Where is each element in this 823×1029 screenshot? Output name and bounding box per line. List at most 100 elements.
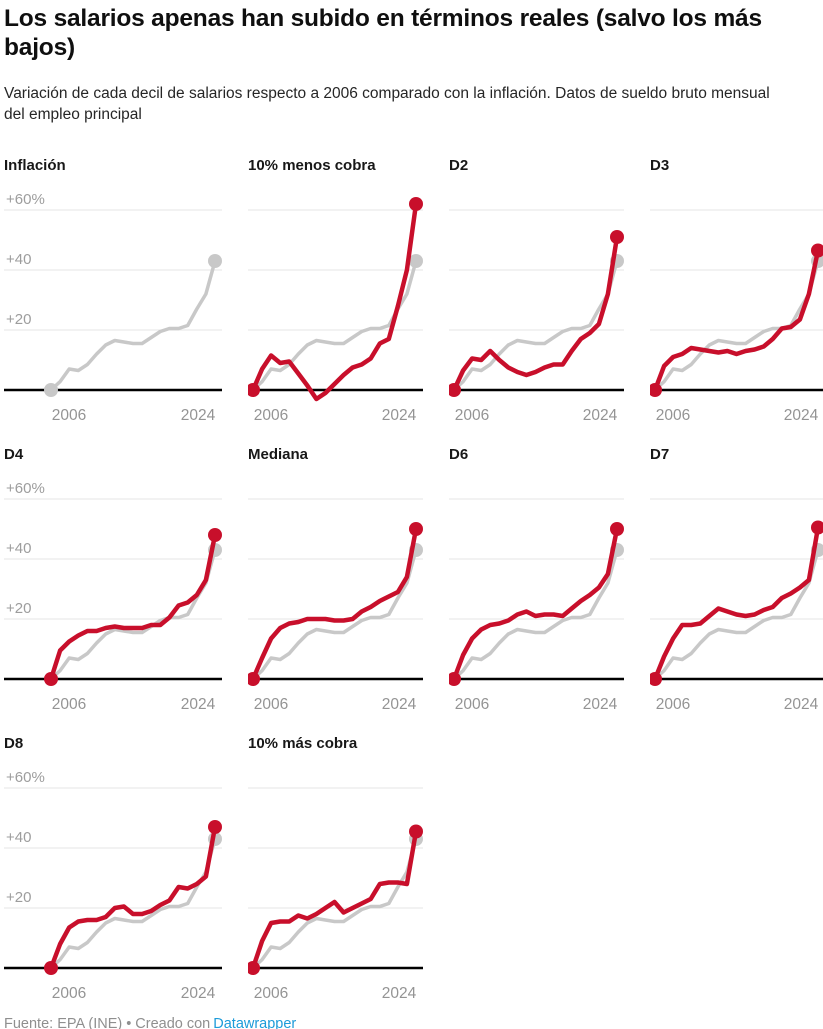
series-start-dot bbox=[650, 382, 662, 397]
x-tick-first: 2006 bbox=[454, 406, 490, 424]
chart-plot-d2 bbox=[449, 209, 624, 397]
chart-plot-10-menos-cobra bbox=[248, 196, 423, 401]
series-start-dot bbox=[248, 382, 260, 397]
chart-plot-d8: +60% +40 +20 bbox=[4, 769, 222, 975]
series-end-dot bbox=[208, 527, 222, 542]
x-axis: 2006 2024 bbox=[4, 406, 222, 426]
chart-title: Mediana bbox=[248, 445, 309, 463]
x-tick-first: 2006 bbox=[51, 984, 87, 1002]
series-line bbox=[451, 236, 620, 391]
credit-text: Creado con bbox=[135, 1015, 211, 1029]
series-line bbox=[250, 203, 419, 401]
x-tick-last: 2024 bbox=[783, 695, 819, 713]
x-tick-last: 2024 bbox=[381, 984, 417, 1002]
page-subtitle: Variación de cada decil de salarios resp… bbox=[4, 84, 770, 124]
datawrapper-link[interactable]: Datawrapper bbox=[213, 1015, 297, 1029]
series-start-dot bbox=[449, 382, 461, 397]
x-tick-first: 2006 bbox=[655, 695, 691, 713]
footer-separator: • bbox=[126, 1015, 132, 1029]
x-tick-last: 2024 bbox=[783, 406, 819, 424]
series-line bbox=[48, 534, 218, 680]
small-multiple-10-mas-cobra: 10% más cobra 2006 2024 bbox=[248, 735, 423, 1004]
y-axis-label: +20 bbox=[6, 600, 31, 617]
series-end-dot bbox=[610, 229, 624, 244]
chart-title: D6 bbox=[449, 445, 469, 463]
small-multiple-d6: D6 2006 2024 bbox=[449, 446, 624, 715]
x-tick-first: 2006 bbox=[253, 984, 289, 1002]
inflation-line bbox=[452, 260, 619, 391]
small-multiple-d3: D3 2006 2024 bbox=[650, 157, 823, 426]
series-end-dot bbox=[409, 196, 423, 211]
inflation-line bbox=[251, 260, 418, 391]
y-axis-label: +60% bbox=[6, 480, 45, 497]
series-start-dot bbox=[248, 960, 260, 975]
footer: Fuente: EPA (INE) • Creado con Datawrapper bbox=[4, 1016, 818, 1029]
inflation-line bbox=[49, 838, 217, 969]
y-axis-label: +60% bbox=[6, 769, 45, 786]
chart-plot-inflacion: +60% +40 +20 bbox=[4, 191, 222, 397]
inflation-line bbox=[251, 549, 418, 680]
series-start-dot bbox=[44, 960, 58, 975]
series-line bbox=[48, 826, 218, 969]
inflation-end-dot bbox=[208, 253, 222, 268]
x-axis: 2006 2024 bbox=[650, 695, 823, 715]
chart-title: D3 bbox=[650, 156, 670, 174]
small-multiple-mediana: Mediana 2006 2024 bbox=[248, 446, 423, 715]
chart-title: D8 bbox=[4, 734, 24, 752]
chart-title: D7 bbox=[650, 445, 670, 463]
series-start-dot bbox=[449, 671, 461, 686]
chart-plot-d7 bbox=[650, 498, 823, 686]
x-tick-first: 2006 bbox=[253, 406, 289, 424]
x-tick-last: 2024 bbox=[582, 695, 618, 713]
x-tick-last: 2024 bbox=[180, 406, 216, 424]
series-end-dot bbox=[409, 824, 423, 839]
x-tick-last: 2024 bbox=[582, 406, 618, 424]
chart-title: 10% más cobra bbox=[248, 734, 358, 752]
small-multiple-inflacion: Inflación +60% +40 +20 2006 2024 bbox=[4, 157, 222, 426]
x-axis: 2006 2024 bbox=[248, 695, 423, 715]
small-multiples-grid: Inflación +60% +40 +20 2006 2024 10% menos cob… bbox=[4, 156, 823, 1004]
series-start-dot bbox=[248, 671, 260, 686]
series-line bbox=[250, 830, 419, 969]
x-tick-last: 2024 bbox=[180, 984, 216, 1002]
x-tick-last: 2024 bbox=[381, 406, 417, 424]
inflation-end-dot bbox=[409, 253, 423, 268]
chart-plot-d6 bbox=[449, 498, 624, 686]
small-multiple-d4: D4 +60% +40 +20 2006 2024 bbox=[4, 446, 222, 715]
x-tick-last: 2024 bbox=[381, 695, 417, 713]
x-tick-first: 2006 bbox=[51, 695, 87, 713]
y-axis-label: +60% bbox=[6, 191, 45, 208]
y-axis-label: +20 bbox=[6, 311, 31, 328]
chart-title: Inflación bbox=[4, 156, 66, 174]
x-tick-first: 2006 bbox=[253, 695, 289, 713]
series-line bbox=[652, 526, 821, 680]
series-end-dot bbox=[208, 819, 222, 834]
inflation-line bbox=[653, 549, 820, 680]
x-axis: 2006 2024 bbox=[4, 695, 222, 715]
x-tick-last: 2024 bbox=[180, 695, 216, 713]
x-tick-first: 2006 bbox=[454, 695, 490, 713]
small-multiple-10-menos-cobra: 10% menos cobra 2006 2024 bbox=[248, 157, 423, 426]
x-axis: 2006 2024 bbox=[248, 406, 423, 426]
y-axis-label: +40 bbox=[6, 829, 31, 846]
inflation-start-dot bbox=[44, 382, 58, 397]
series-end-dot bbox=[610, 521, 624, 536]
inflation-line bbox=[49, 260, 217, 391]
x-tick-first: 2006 bbox=[655, 406, 691, 424]
x-axis: 2006 2024 bbox=[4, 984, 222, 1004]
series-end-dot bbox=[811, 243, 823, 258]
source-text: Fuente: EPA (INE) bbox=[4, 1015, 123, 1029]
page-title: Los salarios apenas han subido en términ… bbox=[4, 5, 762, 61]
x-tick-first: 2006 bbox=[51, 406, 87, 424]
x-axis: 2006 2024 bbox=[449, 695, 624, 715]
chart-plot-mediana bbox=[248, 498, 423, 686]
inflation-line bbox=[452, 549, 619, 680]
chart-plot-10-mas-cobra bbox=[248, 787, 423, 975]
chart-title: D2 bbox=[449, 156, 469, 174]
inflation-line bbox=[49, 549, 217, 680]
x-axis: 2006 2024 bbox=[650, 406, 823, 426]
chart-title: 10% menos cobra bbox=[248, 156, 376, 174]
series-end-dot bbox=[409, 521, 423, 536]
series-start-dot bbox=[650, 671, 662, 686]
